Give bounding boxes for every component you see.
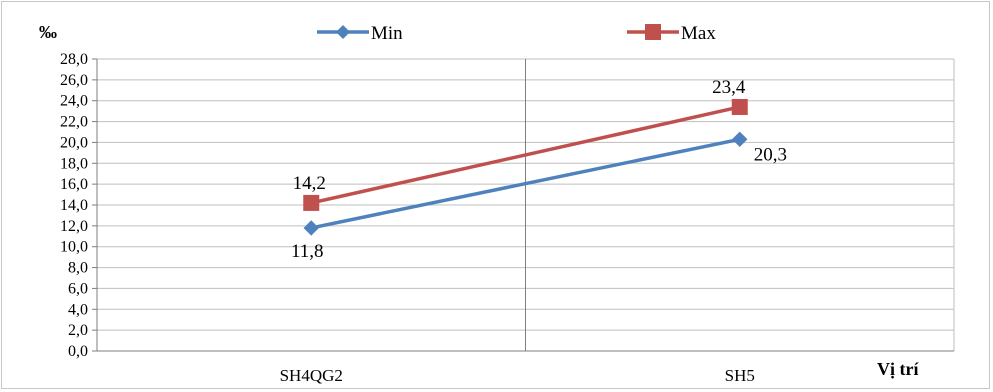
series-line-max — [310, 105, 741, 205]
data-label-max: 14,2 — [293, 173, 326, 194]
point-marker-max — [303, 194, 320, 211]
x-axis-title: Vị trí — [877, 359, 919, 379]
series-line-min — [310, 137, 741, 230]
legend-marker-min — [336, 25, 350, 39]
y-tick-label: 28,0 — [60, 51, 88, 68]
y-axis-title: ‰ — [39, 22, 57, 42]
legend: Min Max — [317, 23, 716, 44]
point-marker-min — [732, 131, 748, 148]
data-label-min: 20,3 — [754, 144, 787, 165]
y-tick-label: 20,0 — [60, 134, 88, 151]
y-tick-label: 8,0 — [68, 260, 88, 277]
y-tick-label: 10,0 — [60, 239, 88, 256]
series-lines — [303, 98, 748, 236]
legend-label-max: Max — [681, 23, 716, 44]
data-label-min: 11,8 — [291, 241, 324, 262]
y-tick-label: 16,0 — [60, 176, 88, 193]
gridlines — [97, 58, 955, 351]
legend-label-min: Min — [371, 23, 403, 44]
y-tick-label: 0,0 — [68, 343, 88, 360]
x-tick-label: SH4QG2 — [280, 366, 343, 385]
y-tick-label: 18,0 — [60, 155, 88, 172]
axes: 0,0 2,0 4,0 6,0 8,0 10,0 12,0 14,0 16,0 18,0 20,0 2… — [60, 51, 954, 385]
point-marker-max — [731, 98, 748, 115]
y-tick-label: 26,0 — [60, 72, 88, 89]
y-tick-label: 24,0 — [60, 93, 88, 110]
data-labels: 11,8 20,3 14,2 23,4 — [291, 77, 787, 262]
y-tick-label: 2,0 — [68, 322, 88, 339]
y-tick-label: 14,0 — [60, 197, 88, 214]
y-tick-label: 12,0 — [60, 218, 88, 235]
y-tick-label: 6,0 — [68, 280, 88, 297]
y-tick-label: 4,0 — [68, 301, 88, 318]
point-marker-min — [303, 220, 319, 236]
x-tick-label: SH5 — [725, 366, 755, 385]
y-tick-label: 22,0 — [60, 114, 88, 131]
data-label-max: 23,4 — [712, 77, 746, 98]
legend-marker-max — [645, 24, 661, 40]
